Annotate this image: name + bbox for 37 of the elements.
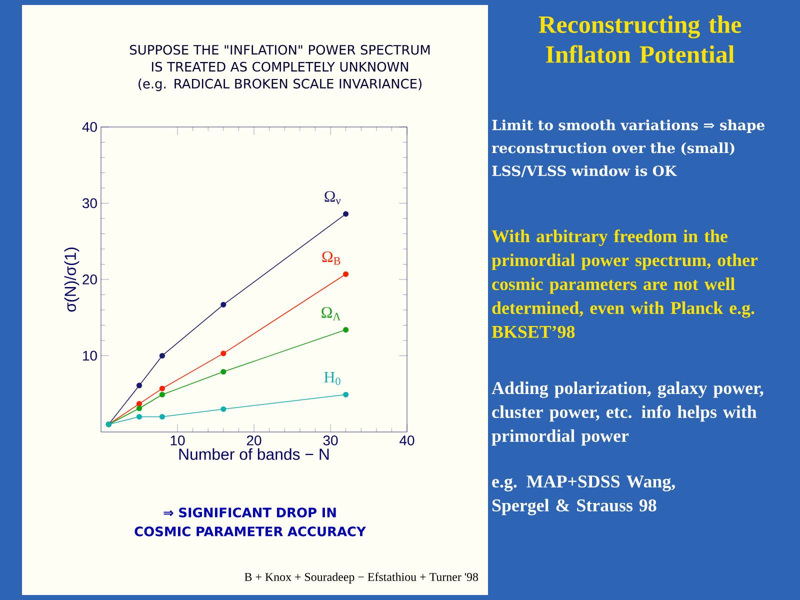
point <box>136 406 142 412</box>
series-label: Ω$_{Λ}$ <box>322 307 341 320</box>
x-tick-label: 40 <box>400 435 414 446</box>
text: ⇒ SIGNIFICANT DROP IN COSMIC PARAMETER ACCURACY <box>134 508 366 536</box>
text: e.g. MAP+SDSS Wang, Spergel & Strauss 98 <box>492 476 675 516</box>
x-tick-label: 30 <box>323 435 338 446</box>
point <box>343 271 349 277</box>
point <box>343 392 349 398</box>
point <box>159 386 165 392</box>
point <box>159 392 165 398</box>
x-axis-title: Number of bands − N <box>179 448 329 460</box>
series-label: Ω$_{B}$ <box>322 251 340 265</box>
text: Limit to smooth variations ⇒ shape reconstruction over the (small) LSS/VLSS window is OK <box>492 120 764 178</box>
y-tick-label: 10 <box>83 350 97 361</box>
y-tick-label: 40 <box>82 122 97 132</box>
x-tick-label: 10 <box>170 435 185 446</box>
text: With arbitrary freedom in the primordial power spectrum, other cosmic parameters are not well determined, even with Planck e.g. BKSET’98 <box>492 230 758 338</box>
point <box>159 414 165 420</box>
text: Adding polarization, galaxy power, cluster power, etc. info helps with primordial power <box>492 381 764 446</box>
point <box>220 350 226 356</box>
point <box>136 414 142 420</box>
point <box>220 406 226 412</box>
point <box>343 327 349 333</box>
text: B + Knox + Souradeep − Efstathiou + Turner '98 <box>244 572 478 584</box>
text: Reconstructing the Inflaton Potential <box>538 16 742 63</box>
x-tick-label: 20 <box>246 435 262 446</box>
point <box>159 352 165 359</box>
point <box>136 382 142 388</box>
y-tick-label: 20 <box>82 274 97 284</box>
text: SUPPOSE THE "INFLATION" POWER SPECTRUM IS TREATED AS COMPLETELY UNKNOWN (e.g. RADICAL BROKEN SCALE INVARIANCE) <box>130 44 430 92</box>
point <box>343 211 349 217</box>
series-label: Ω$_{ν}$ <box>324 191 341 204</box>
series-label: H$_{0}$ <box>324 372 340 386</box>
point <box>220 368 226 375</box>
y-tick-label: 30 <box>82 198 97 208</box>
point <box>220 302 226 308</box>
y-axis-title: σ(N)/σ(1) <box>64 248 80 312</box>
